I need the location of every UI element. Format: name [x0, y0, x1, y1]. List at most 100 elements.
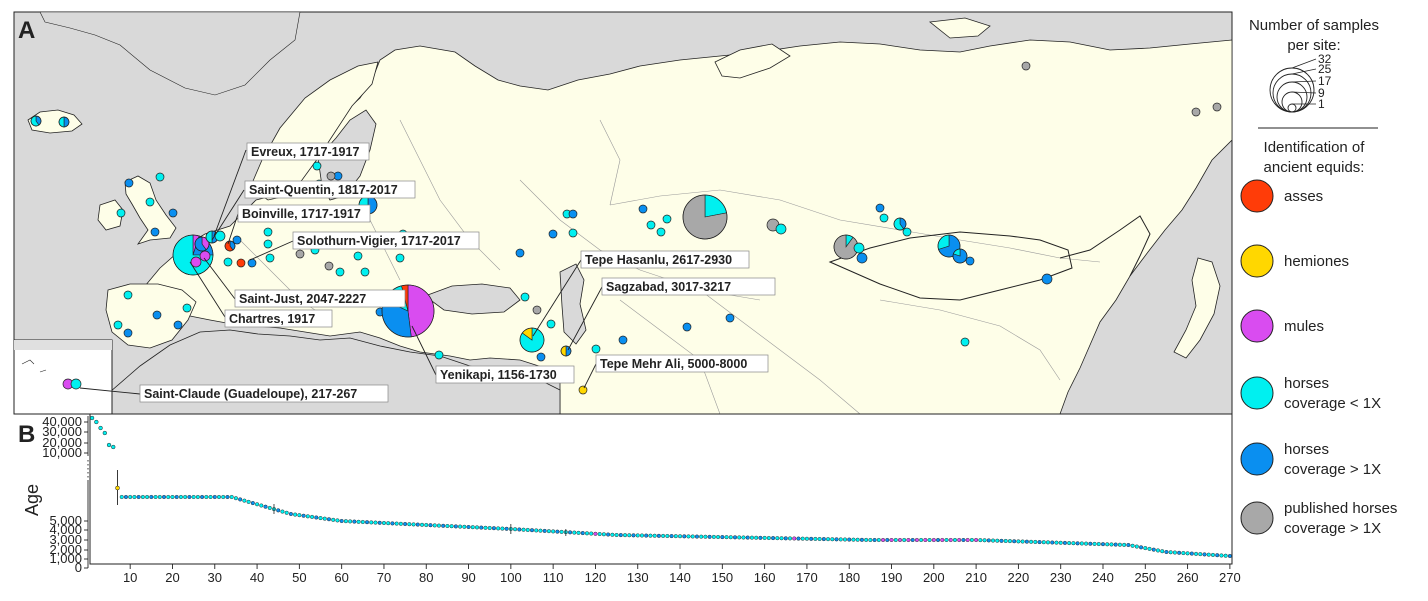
age-point	[1172, 550, 1177, 555]
age-point	[914, 537, 919, 543]
legend-swatch	[1240, 309, 1274, 343]
age-point	[267, 505, 272, 510]
site-label-text: Saint-Just, 2047-2227	[239, 292, 366, 306]
pie-slice	[182, 303, 192, 313]
pie-slice	[515, 248, 525, 258]
site-pie	[123, 328, 133, 338]
age-point	[221, 494, 226, 500]
pie-slice	[434, 350, 444, 360]
age-point	[1122, 542, 1127, 547]
pie-slice	[656, 227, 666, 237]
pie-slice	[1041, 273, 1053, 285]
age-point	[644, 533, 649, 538]
site-pie	[353, 251, 363, 261]
site-pie	[893, 217, 907, 231]
age-point	[919, 537, 924, 543]
pie-slice	[295, 249, 305, 259]
pie-slice	[646, 220, 656, 230]
site-label-text: Saint-Claude (Guadeloupe), 217-267	[144, 387, 357, 401]
site-pie	[265, 253, 275, 263]
age-point	[669, 534, 674, 539]
age-point	[745, 535, 750, 540]
age-point	[1143, 546, 1148, 551]
age-point	[140, 494, 145, 500]
age-point	[496, 526, 501, 531]
site-pie	[775, 223, 787, 235]
pie-slice	[395, 253, 405, 263]
age-point	[394, 521, 399, 526]
age-point	[1062, 540, 1067, 545]
size-legend-title-2: per site:	[1287, 37, 1340, 54]
pie-slice	[150, 227, 160, 237]
age-point	[208, 494, 213, 500]
x-tick-label: 130	[627, 570, 649, 585]
age-point	[301, 513, 306, 518]
age-point	[804, 536, 809, 541]
site-pie	[578, 385, 588, 395]
x-tick-label: 210	[965, 570, 987, 585]
pie-slice	[682, 322, 692, 332]
age-point	[830, 537, 835, 542]
age-point	[961, 537, 966, 543]
site-pie	[656, 227, 666, 237]
site-pie	[1041, 273, 1053, 285]
age-point	[458, 524, 463, 529]
age-point	[986, 538, 991, 543]
age-point	[187, 494, 192, 500]
age-point	[931, 537, 936, 543]
age-point	[1147, 546, 1152, 551]
age-point	[940, 537, 945, 543]
legend-item: horses coverage < 1X	[1240, 375, 1381, 412]
age-point	[377, 520, 382, 525]
age-point	[145, 494, 150, 500]
x-tick-label: 230	[1050, 570, 1072, 585]
x-tick-label: 260	[1177, 570, 1199, 585]
x-tick-label: 40	[250, 570, 264, 585]
age-point	[847, 537, 852, 542]
age-point	[546, 529, 551, 534]
y-tick-label: 5,000	[49, 513, 82, 528]
size-legend-circle	[1287, 103, 1297, 113]
age-point	[690, 534, 695, 539]
age-point	[927, 537, 932, 543]
pie-slice	[335, 267, 345, 277]
site-label-text: Tepe Mehr Ali, 5000-8000	[600, 357, 747, 371]
age-point	[407, 522, 412, 527]
site-pie	[560, 345, 572, 357]
age-point	[1012, 539, 1017, 544]
age-point	[952, 537, 957, 543]
x-tick-label: 190	[881, 570, 903, 585]
age-point	[737, 535, 742, 540]
age-point	[365, 520, 370, 525]
pie-slice	[548, 229, 558, 239]
pie-slice	[360, 267, 370, 277]
age-point	[661, 533, 666, 538]
site-label: Tepe Hasanlu, 2617-2930	[580, 250, 750, 269]
site-pie	[395, 253, 405, 263]
age-point	[783, 536, 788, 541]
age-point	[170, 494, 175, 500]
age-point	[255, 502, 260, 507]
panel-b-letter: B	[18, 421, 35, 448]
caribbean-inset	[13, 339, 113, 415]
age-point	[838, 537, 843, 542]
age-point	[859, 537, 864, 542]
age-point	[817, 536, 822, 542]
pie-slice	[247, 258, 257, 268]
site-pie	[519, 327, 545, 353]
x-tick-label: 160	[754, 570, 776, 585]
site-pie	[1212, 102, 1222, 112]
leader-line	[189, 261, 226, 318]
site-pie	[638, 204, 648, 214]
age-point	[504, 526, 509, 531]
age-point	[183, 494, 188, 500]
site-pie	[682, 322, 692, 332]
site-pie	[335, 267, 345, 277]
age-x-axis: 10 20 30 40 50 60 70 80 90 100 110 120 130 140 150 160 1…	[90, 563, 1241, 585]
age-point	[115, 485, 120, 491]
y-tick-label: 20,000	[42, 435, 82, 450]
pie-slice	[775, 223, 787, 235]
pie-slice	[1191, 107, 1201, 117]
age-point	[1067, 541, 1072, 546]
age-point	[855, 537, 860, 542]
